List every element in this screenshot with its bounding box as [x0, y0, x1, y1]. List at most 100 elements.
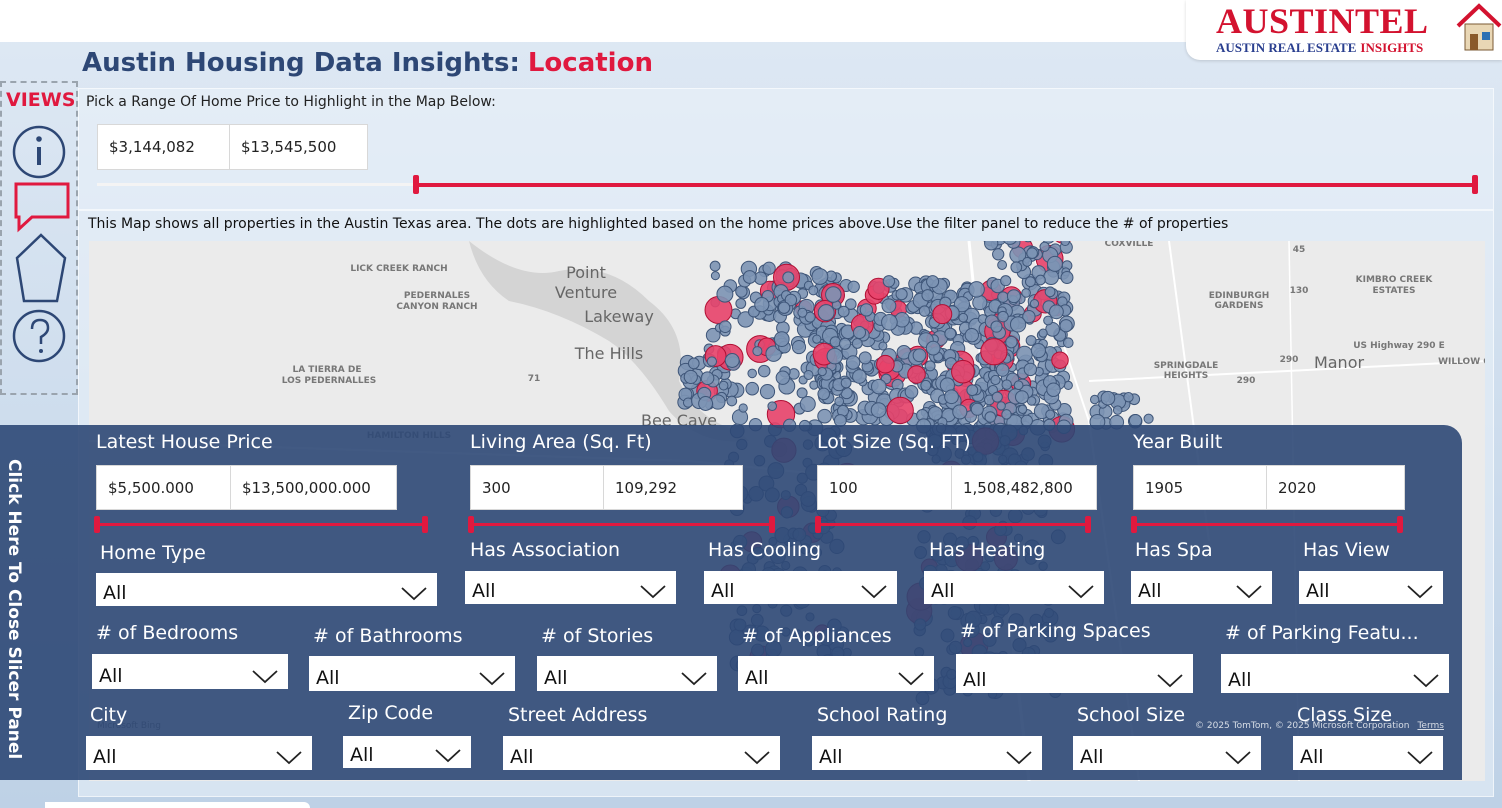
dropdown[interactable]: All [1131, 571, 1272, 604]
dropdown[interactable]: All [1299, 571, 1443, 604]
property-dot [927, 406, 943, 421]
property-dot [984, 241, 999, 251]
close-slicer-toggle[interactable]: Click Here To Close Slicer Panel [4, 459, 24, 760]
property-dot [683, 369, 698, 384]
range-handle-max[interactable] [1397, 516, 1403, 533]
range-slicer-label: Year Built [1133, 431, 1223, 453]
property-dot [972, 295, 988, 311]
page-tab[interactable] [45, 802, 310, 808]
price-min-input[interactable]: $3,144,082 [97, 124, 234, 170]
dropdown-value: All [472, 580, 496, 602]
range-handle-max[interactable] [1085, 516, 1091, 533]
property-dot [997, 291, 1009, 303]
price-handle-min[interactable] [413, 175, 419, 194]
range-max-input[interactable]: 109,292 [603, 465, 743, 510]
property-dot [791, 340, 807, 355]
property-dot [726, 395, 738, 407]
dropdown-value: All [745, 667, 769, 689]
property-dot [1016, 345, 1033, 363]
dropdown[interactable]: All [812, 736, 1042, 770]
range-max-input[interactable]: 1,508,482,800 [951, 465, 1097, 510]
dropdown-value: All [316, 667, 340, 689]
dropdown-label: Has Heating [929, 539, 1046, 561]
property-dot [1010, 261, 1023, 274]
help-q [30, 318, 50, 344]
property-dot [970, 402, 984, 416]
dropdown[interactable]: All [92, 654, 288, 689]
dropdown[interactable]: All [86, 736, 312, 770]
dropdown-value: All [93, 746, 117, 768]
property-dot [742, 270, 757, 284]
attribution-text: © 2025 TomTom, © 2025 Microsoft Corporat… [1195, 721, 1410, 731]
property-dot [871, 378, 887, 395]
info-bar [37, 147, 41, 165]
property-dot [716, 285, 734, 303]
range-max-input[interactable]: 2020 [1266, 465, 1405, 510]
property-dot [834, 396, 845, 407]
property-dot [777, 301, 791, 314]
chevron-path [1413, 674, 1439, 688]
map-label: GARDENS [1215, 301, 1264, 311]
price-handle-max[interactable] [1472, 175, 1478, 194]
help-button[interactable] [12, 309, 66, 363]
title-accent: Location [527, 48, 653, 78]
property-dot [737, 311, 754, 328]
range-handle-max[interactable] [422, 516, 428, 533]
dropdown[interactable]: All [738, 656, 934, 691]
property-dot [698, 396, 714, 411]
dropdown-value: All [963, 669, 987, 691]
dropdown[interactable]: All [956, 654, 1193, 693]
dropdown-label: School Size [1077, 704, 1186, 726]
range-handle-min[interactable] [94, 516, 100, 533]
property-dot [881, 313, 898, 331]
dropdown[interactable]: All [924, 571, 1104, 604]
range-handle-min[interactable] [468, 516, 474, 533]
dropdown[interactable]: All [465, 571, 676, 604]
dropdown[interactable]: All [503, 736, 780, 770]
range-min-input[interactable]: 100 [817, 465, 956, 510]
property-dot [878, 341, 888, 351]
dropdown[interactable]: All [704, 571, 897, 604]
property-dot [1013, 380, 1024, 391]
property-dot [1039, 241, 1050, 252]
price-max-input[interactable]: $13,545,500 [229, 124, 368, 170]
range-handle-min[interactable] [1131, 516, 1137, 533]
property-dot [845, 355, 861, 370]
range-min-input[interactable]: 1905 [1133, 465, 1272, 510]
property-dot [747, 368, 757, 379]
dropdown[interactable]: All [96, 573, 437, 606]
dropdown[interactable]: All [309, 656, 515, 691]
range-max-input[interactable]: $13,500,000.000 [230, 465, 397, 510]
range-min-input[interactable]: 300 [470, 465, 609, 510]
dropdown-value: All [350, 744, 374, 766]
property-dot [1022, 256, 1033, 267]
dropdown[interactable]: All [343, 736, 471, 768]
map-label: 71 [528, 374, 541, 384]
property-dot [687, 357, 700, 370]
dropdown-value: All [103, 582, 127, 604]
dropdown[interactable]: All [1293, 736, 1443, 770]
range-handle-min[interactable] [815, 516, 821, 533]
range-min-input[interactable]: $5,500.000 [96, 465, 236, 510]
dropdown[interactable]: All [537, 656, 717, 691]
property-dot [700, 371, 715, 386]
property-dot [1001, 379, 1012, 390]
property-dot [803, 370, 814, 380]
map-label: COXVILLE [1105, 241, 1154, 249]
property-dot [812, 334, 822, 344]
property-dot [1022, 309, 1036, 324]
terms-link[interactable]: Terms [1417, 721, 1444, 731]
property-dot [767, 401, 778, 412]
shape-button[interactable] [15, 233, 67, 303]
dropdown[interactable]: All [1073, 736, 1261, 770]
chevron [1157, 674, 1183, 688]
info-button[interactable] [12, 125, 66, 179]
comment-button[interactable] [14, 182, 70, 233]
price-track [97, 183, 417, 186]
property-dot [1000, 275, 1012, 287]
property-dot [925, 340, 941, 356]
range-handle-max[interactable] [769, 516, 775, 533]
chevron-path [861, 585, 887, 599]
property-dot [858, 351, 872, 365]
dropdown[interactable]: All [1221, 654, 1449, 693]
